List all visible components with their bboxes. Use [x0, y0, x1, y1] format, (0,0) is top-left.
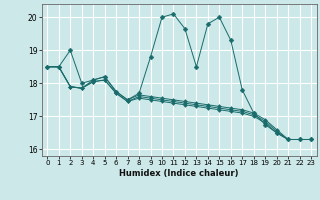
X-axis label: Humidex (Indice chaleur): Humidex (Indice chaleur) [119, 169, 239, 178]
